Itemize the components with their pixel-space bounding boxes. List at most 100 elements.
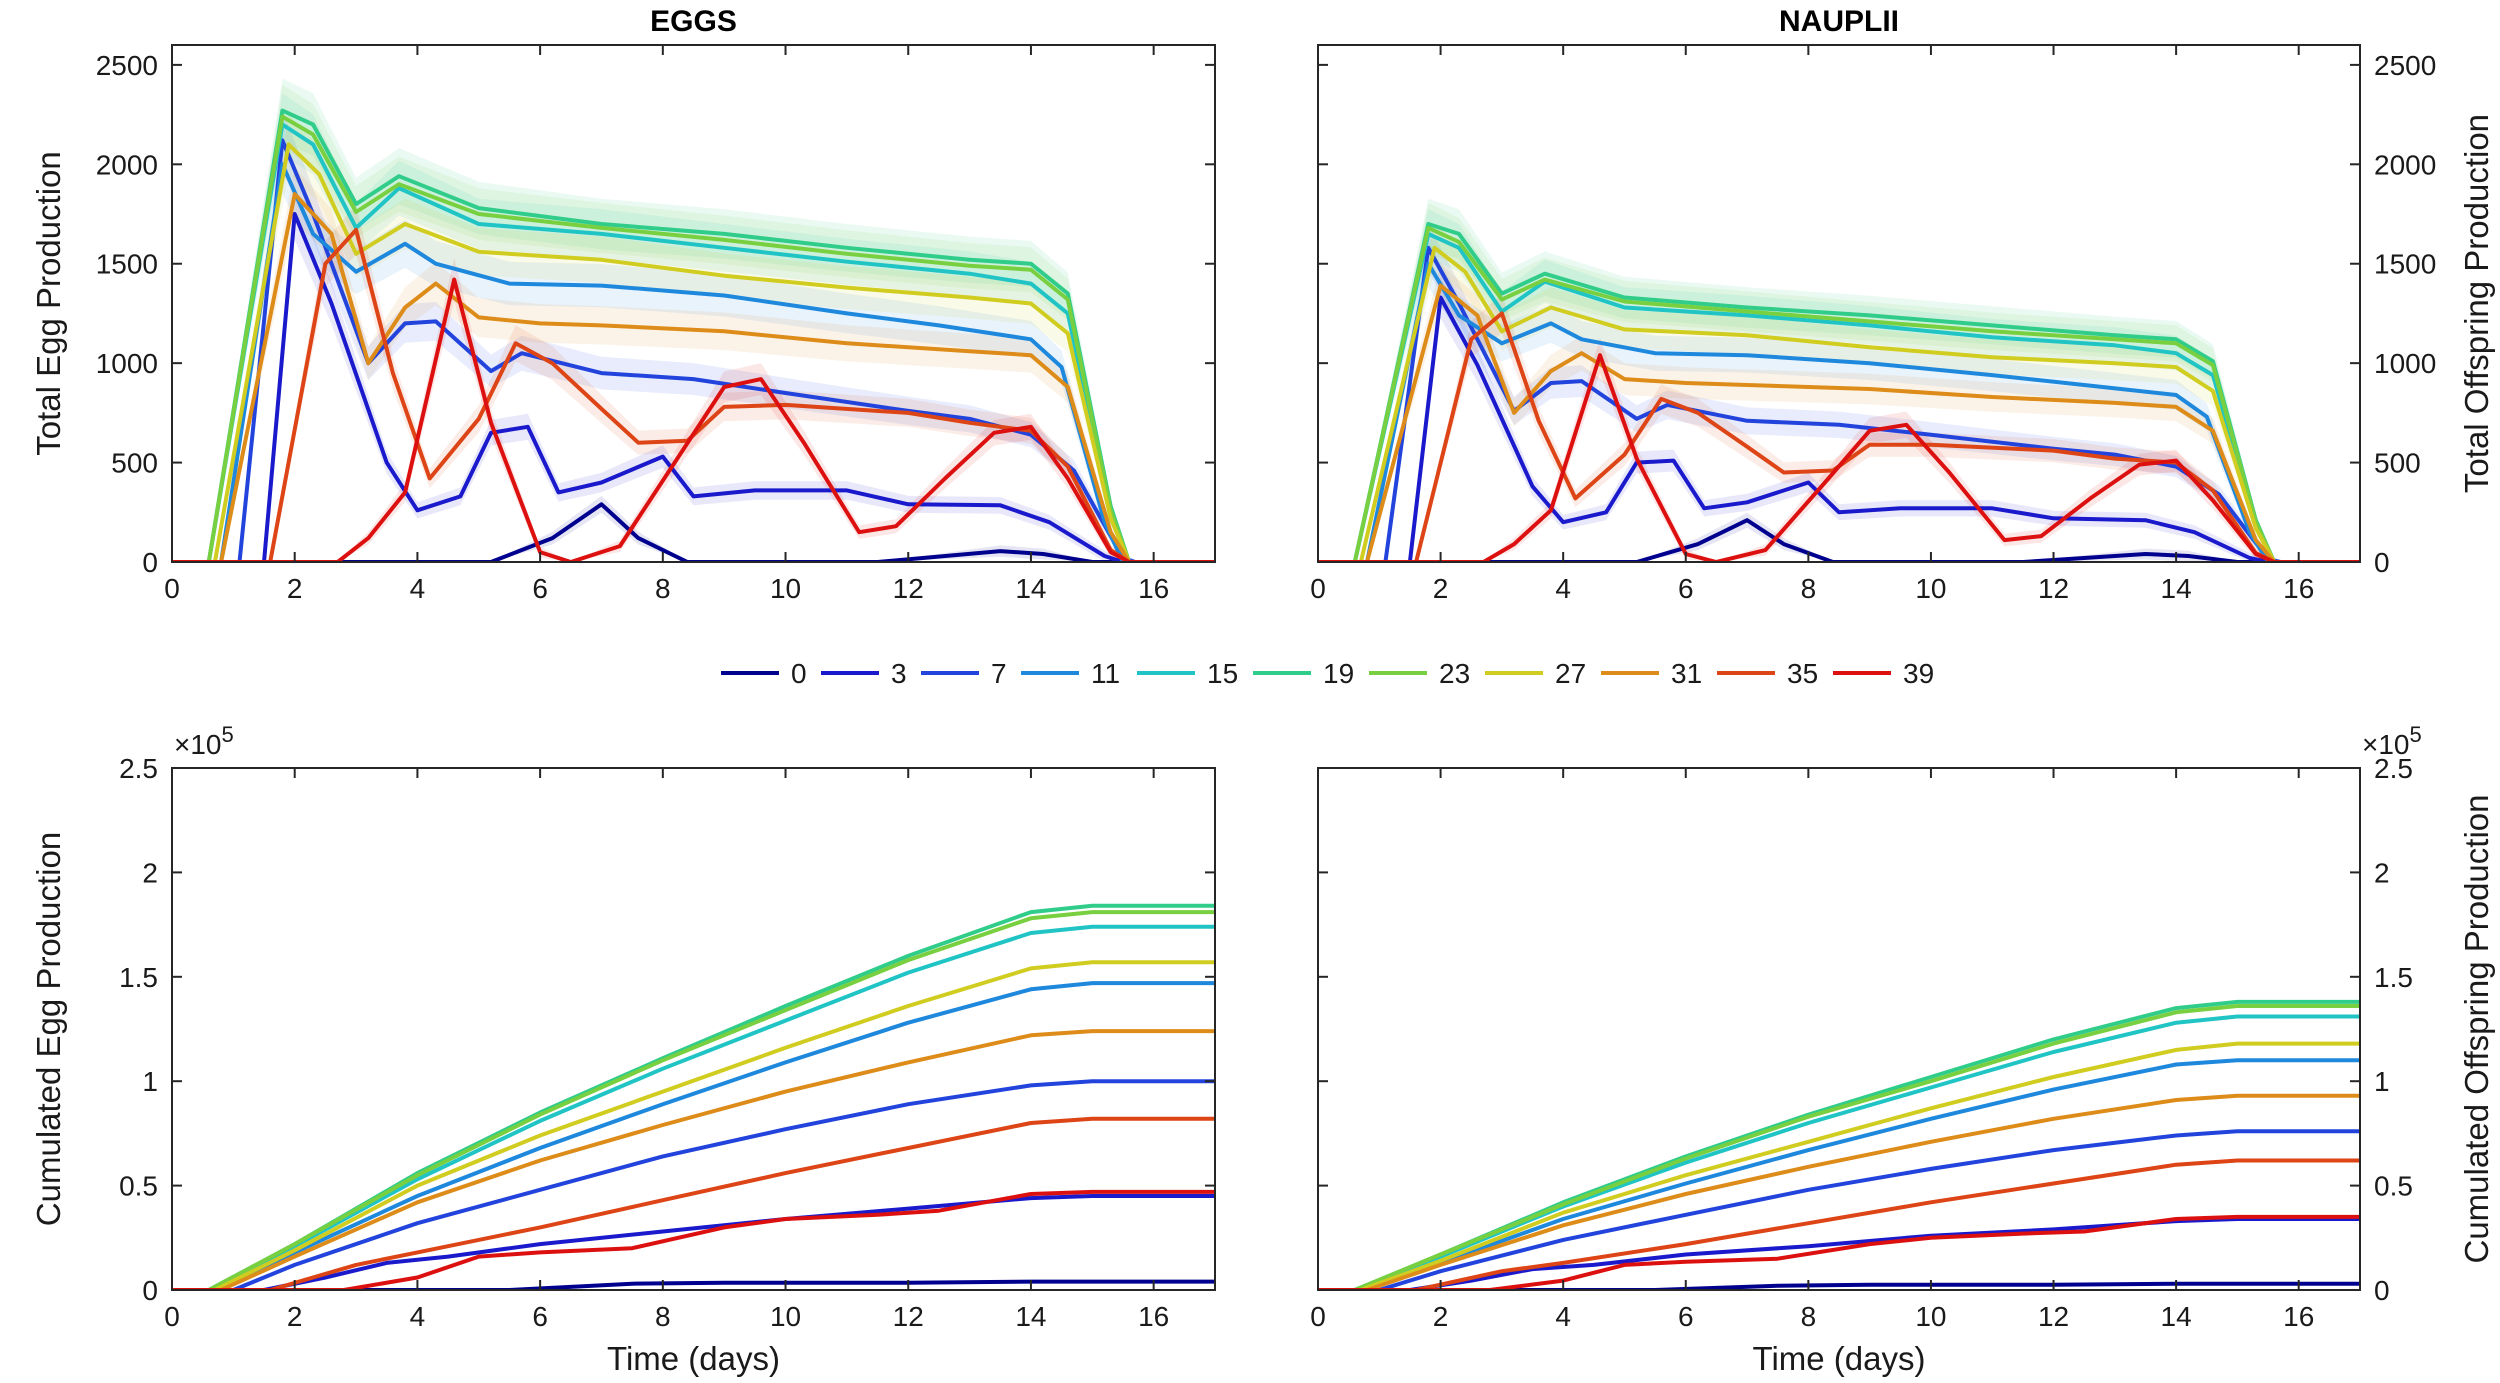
series-line-35 [1318, 311, 2360, 562]
legend-item-23: 23 [1369, 658, 1470, 689]
plot-frame [1317, 44, 2361, 563]
y-tick-label: 0 [142, 547, 158, 578]
panel-nauplii_cum: 0 2 4 6 8 10 12 14 16 0 0.5 1 1.5 2 2.5×105 Cumulated O… [1310, 722, 2495, 1377]
series-line-39 [1318, 353, 2360, 562]
plot-area [172, 78, 1215, 562]
series-line-31 [172, 192, 1215, 562]
series-line-23 [172, 114, 1215, 562]
series-band-3 [1318, 276, 2360, 562]
x-tick-label: 6 [1678, 1301, 1694, 1332]
x-tick-label: 2 [1433, 573, 1449, 604]
series-line-39 [172, 1189, 1215, 1290]
x-tick-label: 6 [532, 1301, 548, 1332]
y-tick-label: 2500 [96, 50, 158, 81]
series-band-7 [172, 110, 1215, 562]
legend-label: 23 [1439, 658, 1470, 689]
x-tick-label: 12 [893, 1301, 924, 1332]
x-tick-label: 4 [410, 1301, 426, 1332]
series-line-27 [172, 142, 1215, 562]
y-tick-label: 1500 [2374, 249, 2436, 280]
legend-item-0: 0 [721, 658, 807, 689]
y-multiplier-base: ×10 [2362, 729, 2410, 760]
series-line-3 [172, 212, 1215, 562]
x-tick-label: 12 [2038, 1301, 2069, 1332]
legend-label: 19 [1323, 658, 1354, 689]
panel-eggs_cum: 0 2 4 6 8 10 12 14 16 0 0.5 1 1.5 2 2.5 ×105 Cumulated E… [30, 722, 1216, 1377]
legend-item-7: 7 [921, 658, 1007, 689]
y-axis-label: Cumulated Offspring Production [2458, 795, 2495, 1264]
series-line-31 [1318, 283, 2360, 562]
x-tick-label: 2 [1433, 1301, 1449, 1332]
x-tick-label: 2 [287, 1301, 303, 1332]
x-tick-label: 8 [655, 1301, 671, 1332]
y-tick-label: 500 [111, 448, 158, 479]
plot-area [172, 903, 1215, 1290]
plot-frame [1317, 767, 2361, 1291]
series-line-27 [172, 960, 1215, 1290]
y-multiplier-base: ×10 [174, 729, 222, 760]
y-tick-label: 2500 [2374, 50, 2436, 81]
x-tick-label: 16 [1138, 1301, 1169, 1332]
series-band-11 [172, 135, 1215, 562]
legend: 0 3 7 11 15 19 23 27 31 35 39 [721, 658, 1934, 689]
y-multiplier: ×105 [2362, 722, 2422, 760]
y-axis-label: Total Egg Production [30, 151, 67, 456]
legend-item-39: 39 [1833, 658, 1934, 689]
x-tick-label: 12 [2038, 573, 2069, 604]
legend-item-11: 11 [1021, 658, 1120, 689]
y-tick-label: 1 [2374, 1066, 2390, 1097]
series-band-27 [1318, 224, 2360, 562]
x-tick-label: 6 [532, 573, 548, 604]
plot-area [1318, 999, 2360, 1290]
series-line-27 [1318, 245, 2360, 562]
x-tick-label: 0 [164, 1301, 180, 1332]
series-line-3 [172, 1194, 1215, 1290]
series-line-7 [1318, 1129, 2360, 1290]
x-axis-label: Time (days) [1753, 1340, 1926, 1377]
y-tick-label: 0.5 [2374, 1171, 2413, 1202]
y-multiplier: ×105 [174, 722, 234, 760]
panel-title: NAUPLII [1779, 5, 1899, 38]
x-tick-label: 8 [1801, 573, 1817, 604]
x-axis-label: Time (days) [607, 1340, 780, 1377]
series-line-3 [1318, 295, 2360, 562]
x-tick-label: 16 [2283, 1301, 2314, 1332]
series-line-0 [172, 502, 1215, 562]
x-tick-label: 10 [770, 1301, 801, 1332]
x-tick-label: 8 [655, 573, 671, 604]
series-band-15 [1318, 209, 2360, 562]
plot-frame [171, 767, 1216, 1291]
legend-label: 27 [1555, 658, 1586, 689]
legend-item-27: 27 [1485, 658, 1586, 689]
series-line-7 [1318, 245, 2360, 562]
legend-label: 15 [1207, 658, 1238, 689]
x-tick-label: 10 [770, 573, 801, 604]
x-tick-label: 2 [287, 573, 303, 604]
x-tick-label: 6 [1678, 573, 1694, 604]
panel-eggs_rate: 0 2 4 6 8 10 12 14 16 0 500 1000 1500 2000 2500 Total E… [30, 5, 1216, 604]
y-tick-label: 1000 [2374, 348, 2436, 379]
series-line-11 [172, 981, 1215, 1290]
y-tick-label: 2.5 [119, 753, 158, 784]
y-multiplier-exp: 5 [2410, 722, 2422, 747]
plot-frame [171, 44, 1216, 563]
x-tick-label: 10 [1915, 1301, 1946, 1332]
x-tick-label: 8 [1801, 1301, 1817, 1332]
legend-label: 11 [1091, 658, 1120, 689]
legend-item-3: 3 [821, 658, 907, 689]
x-tick-label: 16 [2283, 573, 2314, 604]
x-tick-label: 0 [164, 573, 180, 604]
panel-title: EGGS [650, 5, 737, 38]
y-tick-label: 2 [142, 857, 158, 888]
legend-label: 35 [1787, 658, 1818, 689]
series-line-27 [1318, 1041, 2360, 1290]
series-line-31 [172, 1029, 1215, 1290]
series-line-0 [1318, 518, 2360, 562]
legend-item-15: 15 [1137, 658, 1238, 689]
series-band-27 [172, 114, 1215, 562]
x-tick-label: 0 [1310, 573, 1326, 604]
y-tick-label: 500 [2374, 448, 2421, 479]
y-tick-label: 1.5 [2374, 962, 2413, 993]
series-line-23 [1318, 1004, 2360, 1290]
